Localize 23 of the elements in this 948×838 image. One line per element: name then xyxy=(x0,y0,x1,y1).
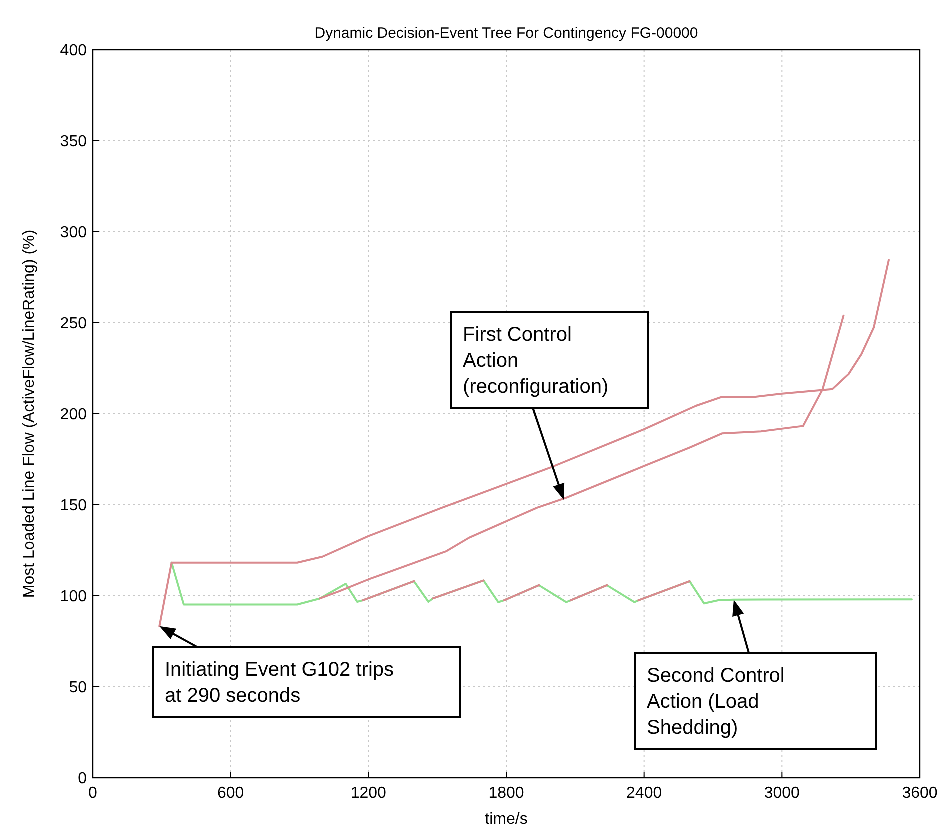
y-tick-label: 100 xyxy=(60,588,88,606)
x-axis-title: time/s xyxy=(485,811,528,828)
x-tick-label: 1200 xyxy=(350,785,387,802)
y-axis-title: Most Loaded Line Flow (ActiveFlow/LineRating) (%) xyxy=(21,230,38,598)
chart-title: Dynamic Decision-Event Tree For Contingency FG-00000 xyxy=(314,25,698,42)
annotation: First Control Action (reconfiguration) xyxy=(463,324,609,398)
x-tick-label: 3000 xyxy=(764,785,800,802)
x-tick-label: 3600 xyxy=(902,785,938,802)
annotation: Initiating Event G102 trips at 290 seconds xyxy=(165,659,394,707)
y-tick-label: 350 xyxy=(60,134,88,151)
y-tick-label: 250 xyxy=(60,316,88,333)
y-tick-label: 200 xyxy=(60,406,88,424)
annotation: Second Control Action (Load Shedding) xyxy=(647,665,785,739)
y-tick-label: 50 xyxy=(69,680,88,697)
line-series xyxy=(318,314,845,600)
x-tick-label: 0 xyxy=(88,785,98,802)
y-tick-label: 300 xyxy=(60,224,88,242)
x-tick-label: 2400 xyxy=(626,785,662,802)
x-tick-label: 600 xyxy=(217,785,244,802)
y-tick-label: 0 xyxy=(78,770,88,788)
y-tick-label: 150 xyxy=(60,498,88,515)
x-tick-label: 1800 xyxy=(488,785,524,802)
y-tick-label: 400 xyxy=(60,42,88,60)
